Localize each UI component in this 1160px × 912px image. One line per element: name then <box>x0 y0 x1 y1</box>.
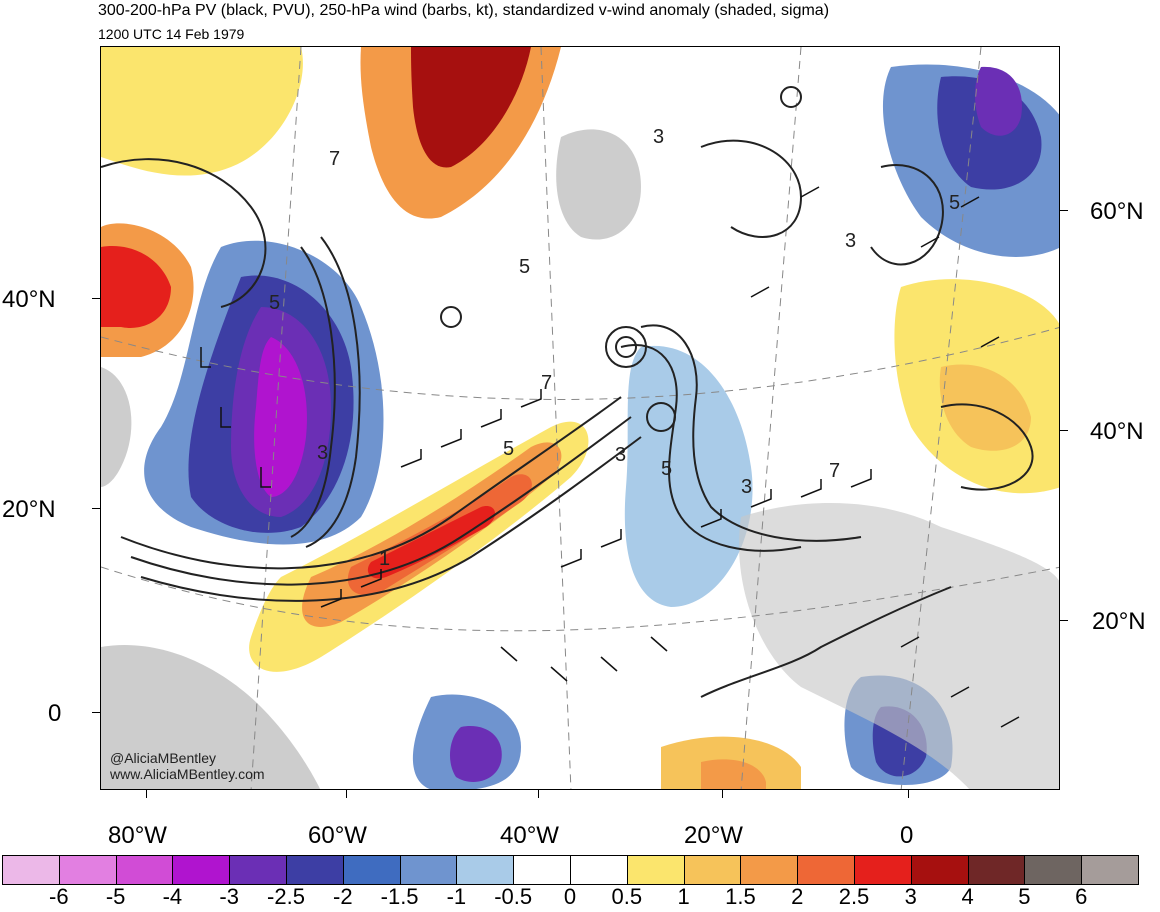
contour-label: 5 <box>661 458 672 480</box>
colorbar-label: -4 <box>162 884 183 909</box>
contour-label: 5 <box>519 256 530 278</box>
tick-mark <box>722 790 723 798</box>
contour-label: 3 <box>845 230 856 252</box>
lat-label-right: 60°N <box>1090 198 1144 225</box>
graticule <box>101 47 1059 789</box>
tick-mark <box>538 790 539 798</box>
tick-mark <box>146 790 147 798</box>
colorbar-cell <box>740 855 799 885</box>
colorbar-label: 4 <box>961 884 974 909</box>
colorbar-cell <box>399 855 458 885</box>
colorbar-label: -1 <box>446 884 467 909</box>
lon-label: 60°W <box>308 822 367 849</box>
colorbar-cell <box>683 855 742 885</box>
colorbar-label: 2 <box>791 884 804 909</box>
credit-url: www.AliciaMBentley.com <box>110 766 265 782</box>
colorbar-label: -1.5 <box>380 884 419 909</box>
lon-label: 0 <box>900 822 914 849</box>
lat-label-left: 20°N <box>2 496 56 523</box>
colorbar-cell <box>342 855 401 885</box>
colorbar-cell <box>569 855 628 885</box>
colorbar-label: 1.5 <box>725 884 756 909</box>
colorbar-cell <box>626 855 685 885</box>
colorbar-cell <box>513 855 571 885</box>
tick-mark <box>92 508 100 509</box>
land-areas <box>101 129 1059 789</box>
colorbar-cell <box>2 855 60 885</box>
colorbar-cell <box>797 855 855 885</box>
figure-title: 300-200-hPa PV (black, PVU), 250-hPa win… <box>98 2 830 19</box>
lon-label: 40°W <box>500 822 559 849</box>
contour-label: 3 <box>615 444 626 466</box>
contour-label: 3 <box>317 442 328 464</box>
colorbar-cell <box>285 855 344 885</box>
tick-mark <box>1060 430 1068 431</box>
colorbar-label: -0.5 <box>494 884 533 909</box>
colorbar-cell <box>229 855 287 885</box>
colorbar-cell <box>967 855 1026 885</box>
colorbar-cell <box>910 855 969 885</box>
contour-label: 7 <box>829 460 840 482</box>
colorbar-cell <box>1024 855 1083 885</box>
tick-mark <box>346 790 347 798</box>
map-panel: 5 7 3 5 3 3 5 5 7 1 3 5 3 7 <box>100 46 1060 790</box>
tick-mark <box>1060 210 1068 211</box>
tick-mark <box>92 298 100 299</box>
contour-label: 3 <box>741 476 752 498</box>
colorbar-cell <box>115 855 174 885</box>
figure-subtitle: 1200 UTC 14 Feb 1979 <box>98 26 245 42</box>
colorbar-label: 6 <box>1075 884 1088 909</box>
contour-label: 3 <box>653 126 664 148</box>
contour-label: 5 <box>949 192 960 214</box>
lat-label-right: 40°N <box>1090 418 1144 445</box>
colorbar-cell <box>1081 855 1139 885</box>
lon-label: 20°W <box>684 822 743 849</box>
colorbar-label: 2.5 <box>838 884 870 909</box>
lat-label-left: 40°N <box>2 286 56 313</box>
wind-barbs <box>200 186 1020 728</box>
colorbar-cell <box>853 855 912 885</box>
tick-mark <box>92 712 100 713</box>
colorbar-cell <box>172 855 231 885</box>
colorbar-label: -3 <box>219 884 239 909</box>
map-canvas: 5 7 3 5 3 3 5 5 7 1 3 5 3 7 <box>101 47 1059 789</box>
contour-label: 7 <box>329 148 340 170</box>
colorbar-label: 3 <box>904 884 917 909</box>
colorbar-label: 0 <box>563 884 577 909</box>
contour-label-group: 5 7 3 5 3 3 5 5 7 1 3 5 3 7 <box>269 126 960 570</box>
colorbar-label: 0.5 <box>611 884 643 909</box>
colorbar-label: 1 <box>677 884 690 909</box>
lat-label-left: 0 <box>48 700 62 727</box>
colorbar-cell <box>456 855 515 885</box>
contour-label: 5 <box>503 438 514 460</box>
colorbar-label: -2.5 <box>267 884 305 909</box>
pv-contours <box>101 86 1034 698</box>
lon-label: 80°W <box>108 822 167 849</box>
tick-mark <box>908 790 909 798</box>
colorbar-label: 5 <box>1018 884 1031 909</box>
colorbar-label: -6 <box>49 884 69 909</box>
colorbar-label: -5 <box>105 884 126 909</box>
credit-handle: @AliciaMBentley <box>110 750 217 766</box>
colorbar-cell <box>58 855 117 885</box>
colorbar-label: -2 <box>333 884 353 909</box>
tick-mark <box>1060 620 1068 621</box>
contour-label: 7 <box>541 372 552 394</box>
colorbar <box>2 855 1139 885</box>
lat-label-right: 20°N <box>1092 608 1146 635</box>
contour-label: 1 <box>379 548 390 570</box>
contour-label: 5 <box>269 292 280 314</box>
